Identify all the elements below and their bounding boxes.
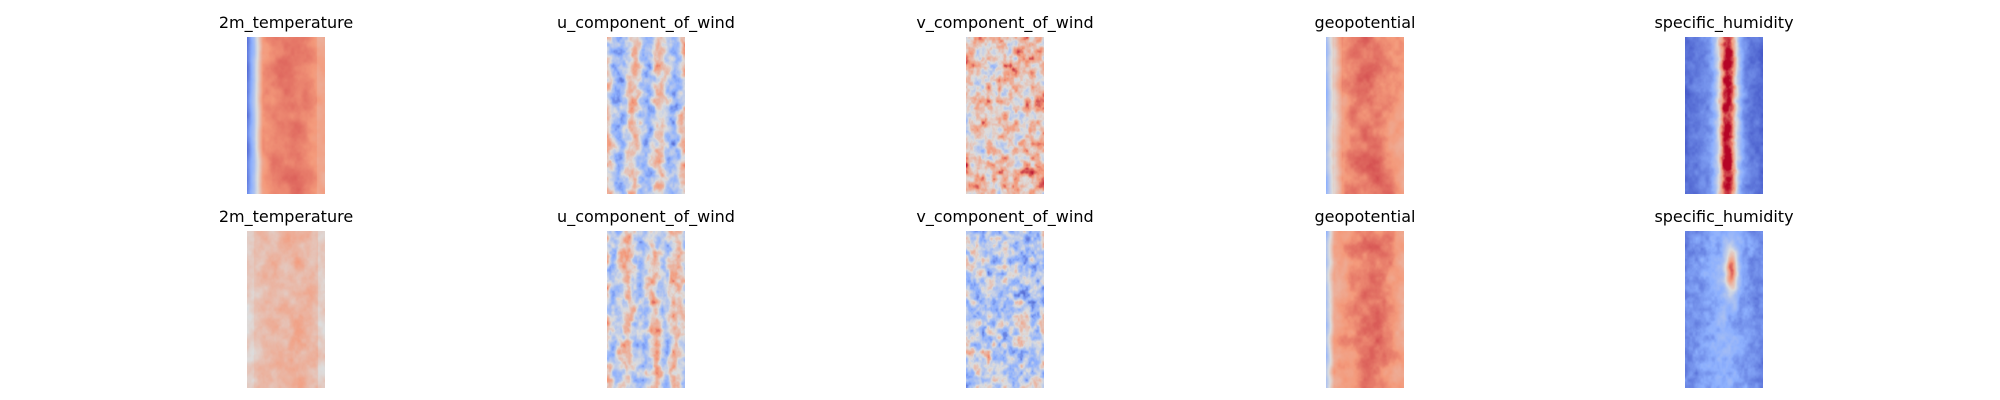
heatmap-r0-c4: [1685, 37, 1763, 194]
panel-title-r1-c3: geopotential: [1314, 207, 1416, 226]
panel-title-r1-c0: 2m_temperature: [218, 207, 354, 226]
heatmap-r1-c3: [1326, 231, 1404, 388]
panel-title-r1-c2: v_component_of_wind: [916, 207, 1094, 226]
panel-title-r1-c1: u_component_of_wind: [557, 207, 735, 226]
panel-title-r0-c0: 2m_temperature: [218, 13, 354, 32]
panel-title-r0-c4: specific_humidity: [1654, 13, 1794, 32]
heatmap-r0-c1: [607, 37, 685, 194]
heatmap-r0-c0: [247, 37, 325, 194]
heatmap-r1-c1: [607, 231, 685, 388]
heatmap-r0-c3: [1326, 37, 1404, 194]
heatmap-r0-c2: [966, 37, 1044, 194]
heatmap-r1-c2: [966, 231, 1044, 388]
panel-title-r0-c3: geopotential: [1314, 13, 1416, 32]
heatmap-r1-c0: [247, 231, 325, 388]
heatmap-r1-c4: [1685, 231, 1763, 388]
panel-title-r0-c2: v_component_of_wind: [916, 13, 1094, 32]
panel-title-r0-c1: u_component_of_wind: [557, 13, 735, 32]
panel-title-r1-c4: specific_humidity: [1654, 207, 1794, 226]
